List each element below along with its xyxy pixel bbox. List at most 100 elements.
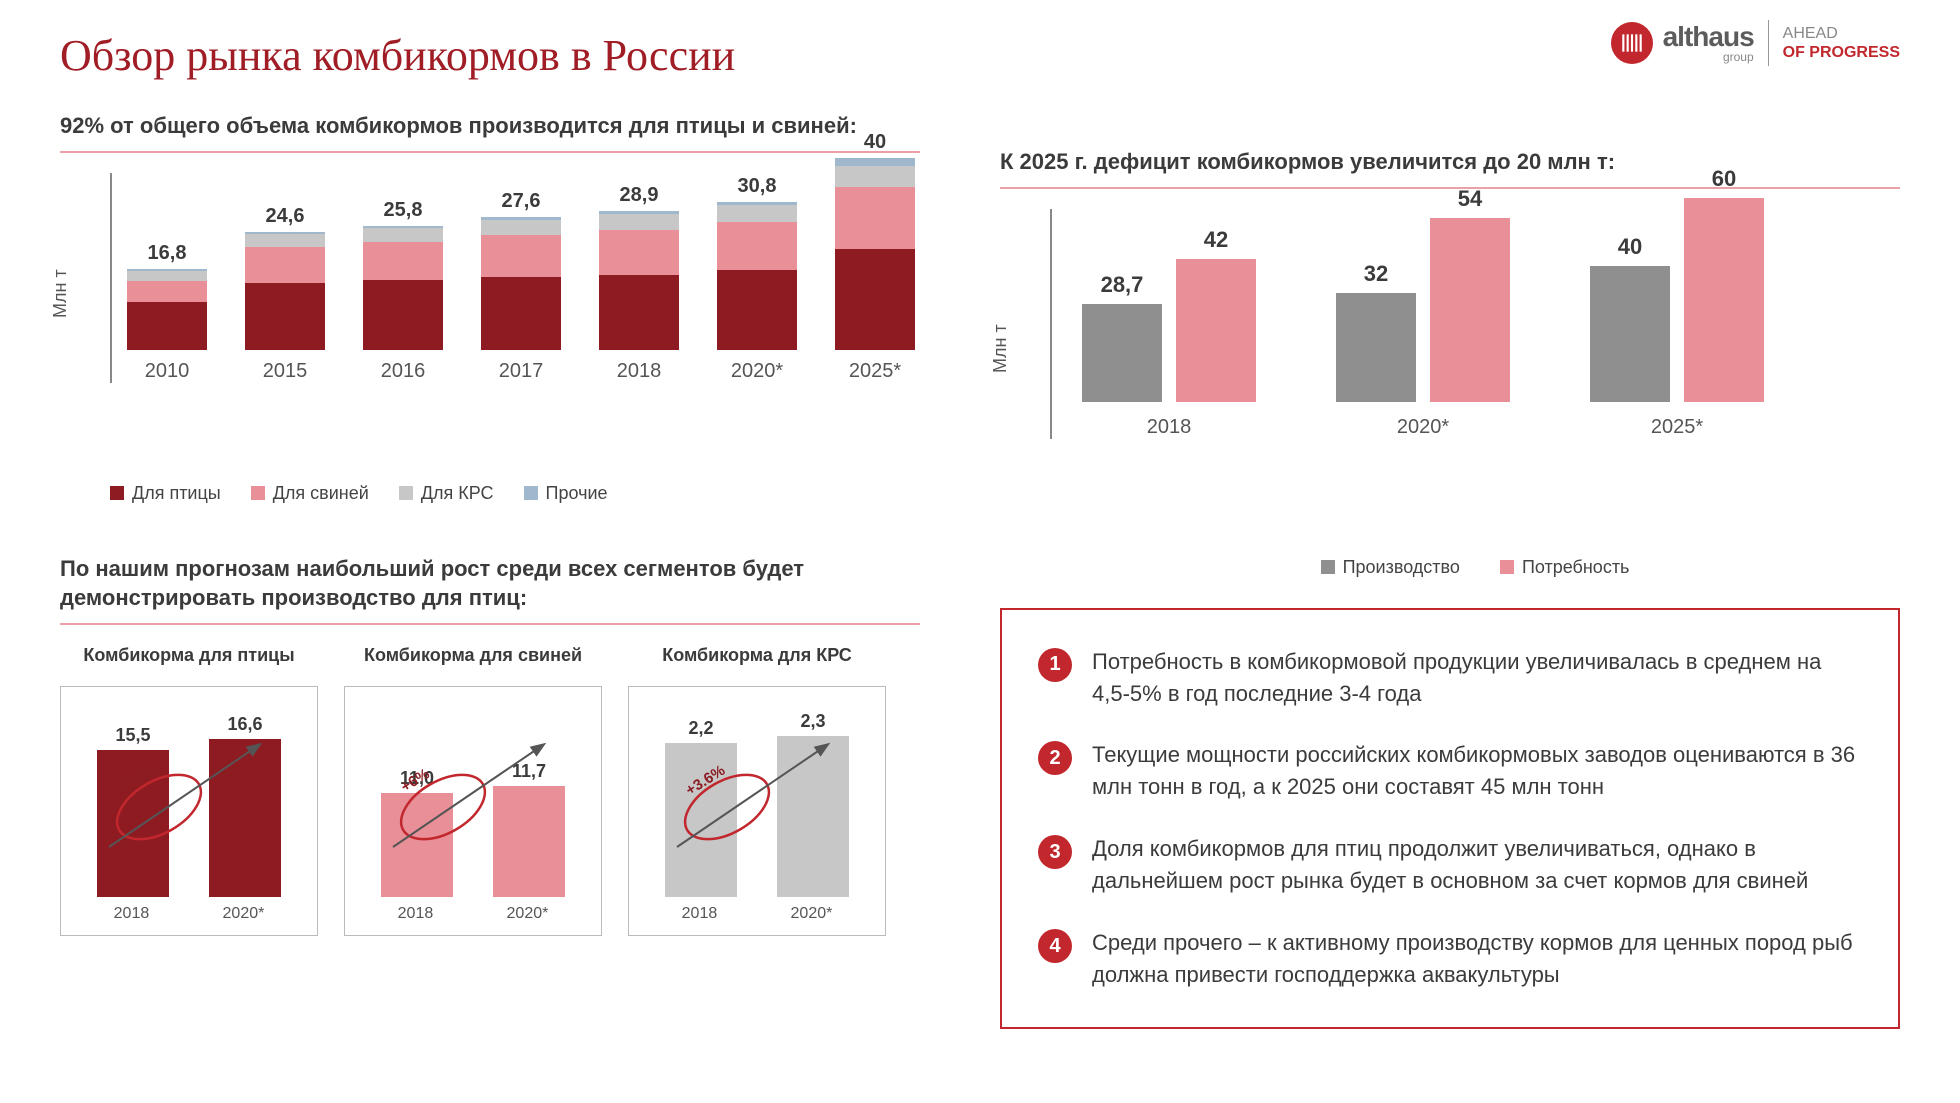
bullet-text: Доля комбикормов для птиц продолжит увел… bbox=[1092, 833, 1862, 897]
stacked-bar: 30,8 2020* bbox=[712, 175, 802, 383]
bar-segment bbox=[127, 271, 207, 281]
grouped-bar: 42 bbox=[1176, 227, 1256, 402]
bar-segment bbox=[127, 302, 207, 350]
x-category: 2015 bbox=[263, 360, 308, 383]
mini-bar: 16,6 bbox=[203, 714, 287, 897]
x-category: 2020* bbox=[1397, 416, 1449, 439]
bar-segment bbox=[717, 205, 797, 222]
stacked-chart-header: 92% от общего объема комбикормов произво… bbox=[60, 111, 920, 153]
logo-name: althaus bbox=[1663, 23, 1754, 51]
grouped-bar: 28,7 bbox=[1082, 272, 1162, 402]
value-label: 2,3 bbox=[800, 711, 825, 732]
grouped-bar: 60 bbox=[1684, 166, 1764, 402]
stacked-legend: Для птицы Для свиней Для КРС Прочие bbox=[110, 483, 920, 504]
forecast-header: По нашим прогнозам наибольший рост среди… bbox=[60, 554, 920, 625]
bar-segment bbox=[127, 281, 207, 302]
bullet-number-badge: 4 bbox=[1038, 929, 1072, 963]
logo-slogan: AHEAD OF PROGRESS bbox=[1783, 24, 1900, 62]
mini-chart-title: Комбикорма для КРС bbox=[628, 645, 886, 666]
stacked-bar: 24,6 2015 bbox=[240, 205, 330, 383]
value-label: 11,7 bbox=[512, 761, 546, 782]
bullet-item: 3 Доля комбикормов для птиц продолжит уве… bbox=[1038, 833, 1862, 897]
bar-segment bbox=[245, 234, 325, 247]
legend-item: Прочие bbox=[524, 483, 608, 504]
bar-segment bbox=[363, 228, 443, 242]
grouped-bar: 32 bbox=[1336, 261, 1416, 402]
logo-divider bbox=[1768, 20, 1769, 66]
value-label: 28,7 bbox=[1101, 272, 1144, 298]
bar-segment bbox=[599, 214, 679, 230]
value-label: 60 bbox=[1712, 166, 1736, 192]
mini-bar: 11,7 bbox=[487, 761, 571, 897]
bullet-text: Текущие мощности российских комбикормовы… bbox=[1092, 739, 1862, 803]
bar-segment bbox=[481, 277, 561, 350]
legend-item: Потребность bbox=[1500, 557, 1630, 578]
mini-bar: 15,5 bbox=[91, 725, 175, 897]
value-label: 54 bbox=[1458, 186, 1482, 212]
value-label: 16,6 bbox=[227, 714, 262, 735]
x-category: 2025* bbox=[1651, 416, 1703, 439]
total-label: 24,6 bbox=[266, 205, 305, 228]
total-label: 30,8 bbox=[738, 175, 777, 198]
stacked-bar: 25,8 2016 bbox=[358, 199, 448, 383]
bar-segment bbox=[835, 158, 915, 166]
value-label: 40 bbox=[1618, 234, 1642, 260]
bar-segment bbox=[835, 249, 915, 350]
x-category: 2018 bbox=[398, 905, 434, 923]
bullet-item: 4Среди прочего – к активному производств… bbox=[1038, 927, 1862, 991]
logo-icon bbox=[1611, 22, 1653, 64]
total-label: 27,6 bbox=[502, 190, 541, 213]
grouped-bar: 40 bbox=[1590, 234, 1670, 402]
bar-segment bbox=[245, 247, 325, 282]
mini-bar: 2,2 bbox=[659, 718, 743, 897]
brand-logo: althaus group AHEAD OF PROGRESS bbox=[1611, 20, 1900, 66]
value-label: 42 bbox=[1204, 227, 1228, 253]
grouped-chart-header: К 2025 г. дефицит комбикормов увеличится… bbox=[1000, 147, 1900, 189]
value-label: 15,5 bbox=[115, 725, 150, 746]
value-label: 2,2 bbox=[688, 718, 713, 739]
bullet-item: 2 Текущие мощности российских комбикормов… bbox=[1038, 739, 1862, 803]
x-category: 2020* bbox=[507, 905, 549, 923]
x-category: 2018 bbox=[682, 905, 718, 923]
bar-segment bbox=[599, 275, 679, 349]
legend-item: Для свиней bbox=[251, 483, 369, 504]
stacked-ylabel: Млн т bbox=[50, 270, 71, 319]
x-category: 2018 bbox=[617, 360, 662, 383]
x-category: 2025* bbox=[849, 360, 901, 383]
grouped-column: 32 54 2020* bbox=[1336, 186, 1510, 439]
legend-item: Для птицы bbox=[110, 483, 221, 504]
bar-segment bbox=[717, 222, 797, 270]
x-category: 2016 bbox=[381, 360, 426, 383]
x-category: 2020* bbox=[223, 905, 265, 923]
mini-bar: 2,3 bbox=[771, 711, 855, 897]
bar-segment bbox=[363, 242, 443, 280]
bullet-text: Потребность в комбикормовой продукции ув… bbox=[1092, 646, 1862, 710]
bullet-number-badge: 2 bbox=[1038, 741, 1072, 775]
grouped-bar: 54 bbox=[1430, 186, 1510, 402]
bar-segment bbox=[363, 280, 443, 350]
grouped-column: 40 60 2025* bbox=[1590, 166, 1764, 439]
bar-segment bbox=[717, 270, 797, 350]
grouped-ylabel: Млн т bbox=[990, 325, 1011, 374]
x-category: 2010 bbox=[145, 360, 190, 383]
total-label: 25,8 bbox=[384, 199, 423, 222]
stacked-bar: 40 2025* bbox=[830, 131, 920, 383]
logo-sub: group bbox=[1663, 51, 1754, 63]
legend-item: Производство bbox=[1321, 557, 1460, 578]
bar-segment bbox=[481, 235, 561, 277]
x-category: 2020* bbox=[731, 360, 783, 383]
bar-segment bbox=[835, 166, 915, 187]
bar-segment bbox=[835, 187, 915, 249]
bar-segment bbox=[245, 283, 325, 350]
grouped-column: 28,7422018 bbox=[1082, 227, 1256, 439]
mini-chart-title: Комбикорма для птицы bbox=[60, 645, 318, 666]
bullet-number-badge: 3 bbox=[1038, 835, 1072, 869]
bar-segment bbox=[481, 220, 561, 235]
total-label: 40 bbox=[864, 131, 886, 154]
slogan-line1: AHEAD bbox=[1783, 24, 1900, 43]
slogan-line2: OF PROGRESS bbox=[1783, 43, 1900, 62]
mini-chart-title: Комбикорма для свиней bbox=[344, 645, 602, 666]
legend-item: Для КРС bbox=[399, 483, 494, 504]
grouped-chart: Млн т 28,742201832542020*40602025* Произ… bbox=[1000, 209, 1900, 578]
mini-charts-row: +7.4%15,516,620182020*+6%11,011,72018202… bbox=[60, 686, 920, 936]
